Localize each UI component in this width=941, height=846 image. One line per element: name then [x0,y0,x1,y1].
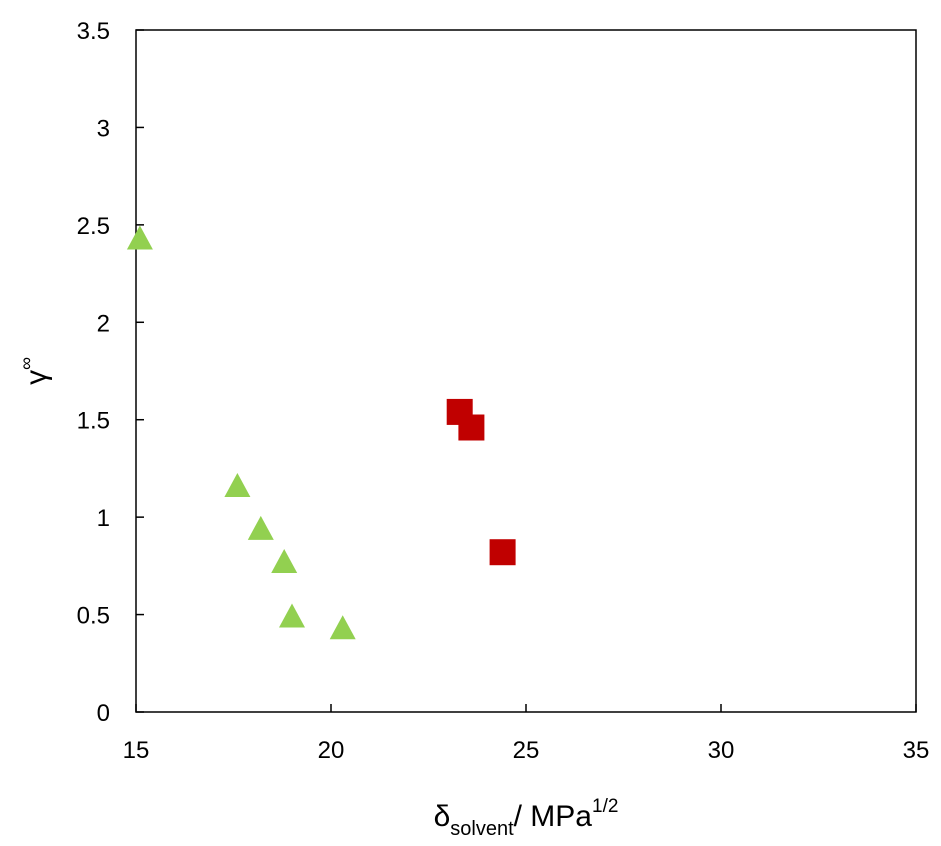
plot-area [135,29,917,713]
x-axis-title-rest: / MPa [514,800,593,833]
y-axis: 0 0.5 1 1.5 2 2.5 3 3.5 [77,18,144,727]
y-tick-label-5: 2.5 [77,213,110,240]
x-axis-title-sub: solvent [450,818,514,840]
triangle-point-2 [247,515,274,540]
triangle-point-3 [271,548,298,573]
y-tick-label-2: 1 [97,505,110,532]
y-tick-label-7: 3.5 [77,18,110,45]
x-tick-label-4: 35 [903,737,930,764]
x-tick-label-0: 15 [123,737,150,764]
y-axis-title-sup: ∞ [16,357,36,370]
x-axis-title-main: δ [434,800,451,833]
square-point-2 [489,539,516,566]
x-axis: 15 20 25 30 35 [123,704,930,764]
y-axis-title-main: γ [20,370,53,385]
x-tick-label-3: 30 [708,737,735,764]
triangle-point-1 [224,472,251,497]
y-axis-title: γ∞ [16,357,53,385]
triangle-point-5 [329,615,356,640]
y-tick-label-3: 1.5 [77,408,110,435]
y-tick-label-6: 3 [97,115,110,142]
data-points [126,225,516,640]
x-axis-title-sup: 1/2 [592,796,618,817]
y-tick-label-1: 0.5 [77,603,110,630]
triangle-point-4 [279,603,305,628]
square-point-1 [458,414,485,441]
y-tick-label-4: 2 [97,310,110,337]
x-tick-label-1: 20 [318,737,345,764]
x-tick-label-2: 25 [513,737,540,764]
x-axis-title: δsolvent/ MPa1/2 [434,796,619,840]
triangle-point-0 [126,225,153,250]
y-tick-label-0: 0 [97,700,110,727]
